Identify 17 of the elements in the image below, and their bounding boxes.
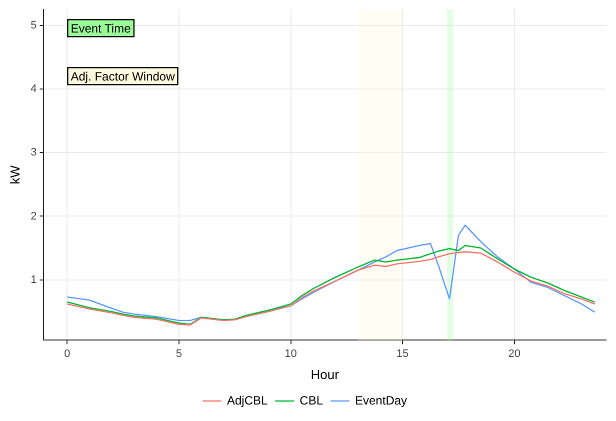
y-tick-label: 4: [30, 83, 37, 96]
x-tick-label: 15: [396, 348, 409, 360]
legend-label: CBL: [300, 393, 324, 408]
x-axis-title: Hour: [310, 366, 340, 382]
annotation: Adj. Factor Window: [70, 69, 176, 84]
legend-label: AdjCBL: [226, 393, 268, 408]
x-tick-label: 0: [64, 348, 70, 360]
x-tick-label: 5: [176, 348, 182, 360]
y-axis-title: kW: [7, 164, 22, 184]
y-tick-label: 2: [30, 210, 37, 222]
y-tick-label: 5: [30, 20, 37, 32]
y-tick-label: 3: [30, 146, 37, 159]
annotation: Event Time: [70, 21, 132, 36]
y-tick-label: 1: [30, 274, 37, 286]
x-tick-label: 20: [508, 348, 520, 360]
x-tick-label: 10: [284, 348, 297, 360]
legend-label: EventDay: [355, 393, 408, 408]
